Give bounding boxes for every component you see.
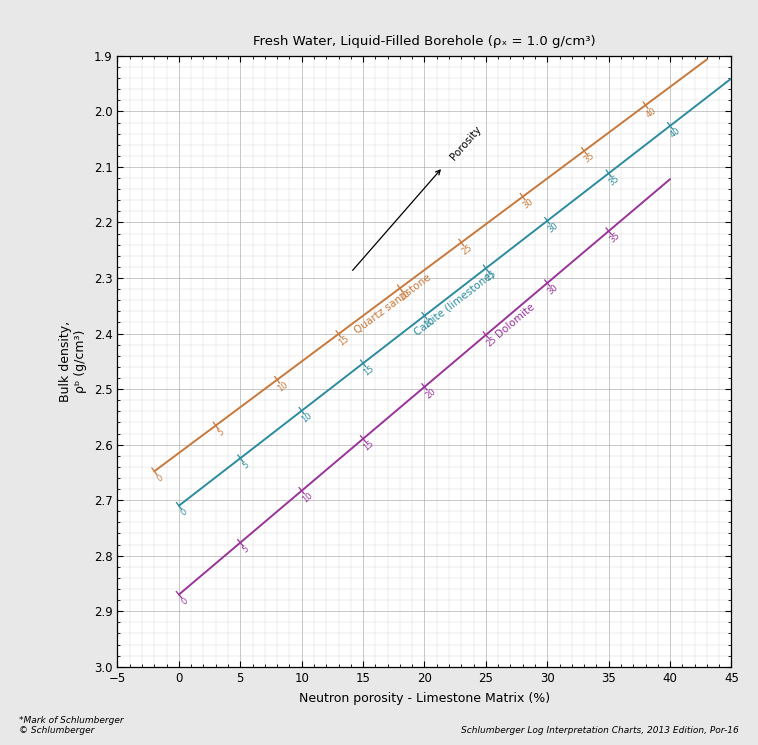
Text: 15: 15 <box>362 364 375 377</box>
Title: Fresh Water, Liquid-Filled Borehole (ρₓ = 1.0 g/cm³): Fresh Water, Liquid-Filled Borehole (ρₓ … <box>253 35 596 48</box>
Text: 35: 35 <box>583 151 597 165</box>
Text: 20: 20 <box>424 387 437 401</box>
Text: 40: 40 <box>669 126 682 140</box>
Text: 5: 5 <box>216 428 226 438</box>
Text: 0: 0 <box>155 473 164 484</box>
Text: 0: 0 <box>180 596 190 606</box>
Text: Schlumberger Log Interpretation Charts, 2013 Edition, Por-16: Schlumberger Log Interpretation Charts, … <box>462 726 739 735</box>
Text: 25: 25 <box>484 269 498 282</box>
Text: 10: 10 <box>300 411 314 425</box>
Text: Dolomite: Dolomite <box>494 301 537 340</box>
Text: 20: 20 <box>423 316 437 330</box>
X-axis label: Neutron porosity - Limestone Matrix (%): Neutron porosity - Limestone Matrix (%) <box>299 691 550 705</box>
Text: 40: 40 <box>644 106 658 119</box>
Text: Calcite (limestone): Calcite (limestone) <box>412 269 496 337</box>
Text: 5: 5 <box>241 460 251 471</box>
Text: 10: 10 <box>276 380 290 393</box>
Text: 35: 35 <box>607 231 622 245</box>
Text: 25: 25 <box>485 335 499 349</box>
Text: 30: 30 <box>546 221 559 235</box>
Text: 25: 25 <box>460 243 474 256</box>
Text: 0: 0 <box>180 507 190 518</box>
Text: 10: 10 <box>301 491 315 504</box>
Text: 20: 20 <box>399 289 412 302</box>
Text: 15: 15 <box>362 439 376 452</box>
Text: 30: 30 <box>522 197 535 211</box>
Text: *Mark of Schlumberger: *Mark of Schlumberger <box>19 716 124 725</box>
Text: 5: 5 <box>241 545 251 555</box>
Y-axis label: Bulk density,
ρᵇ (g/cm³): Bulk density, ρᵇ (g/cm³) <box>59 321 87 402</box>
Text: © Schlumberger: © Schlumberger <box>19 726 94 735</box>
Text: 35: 35 <box>607 174 621 187</box>
Text: Quartz sandstone: Quartz sandstone <box>352 272 433 335</box>
Text: 15: 15 <box>337 335 351 348</box>
Text: 30: 30 <box>546 283 560 297</box>
Text: Porosity: Porosity <box>449 124 484 162</box>
